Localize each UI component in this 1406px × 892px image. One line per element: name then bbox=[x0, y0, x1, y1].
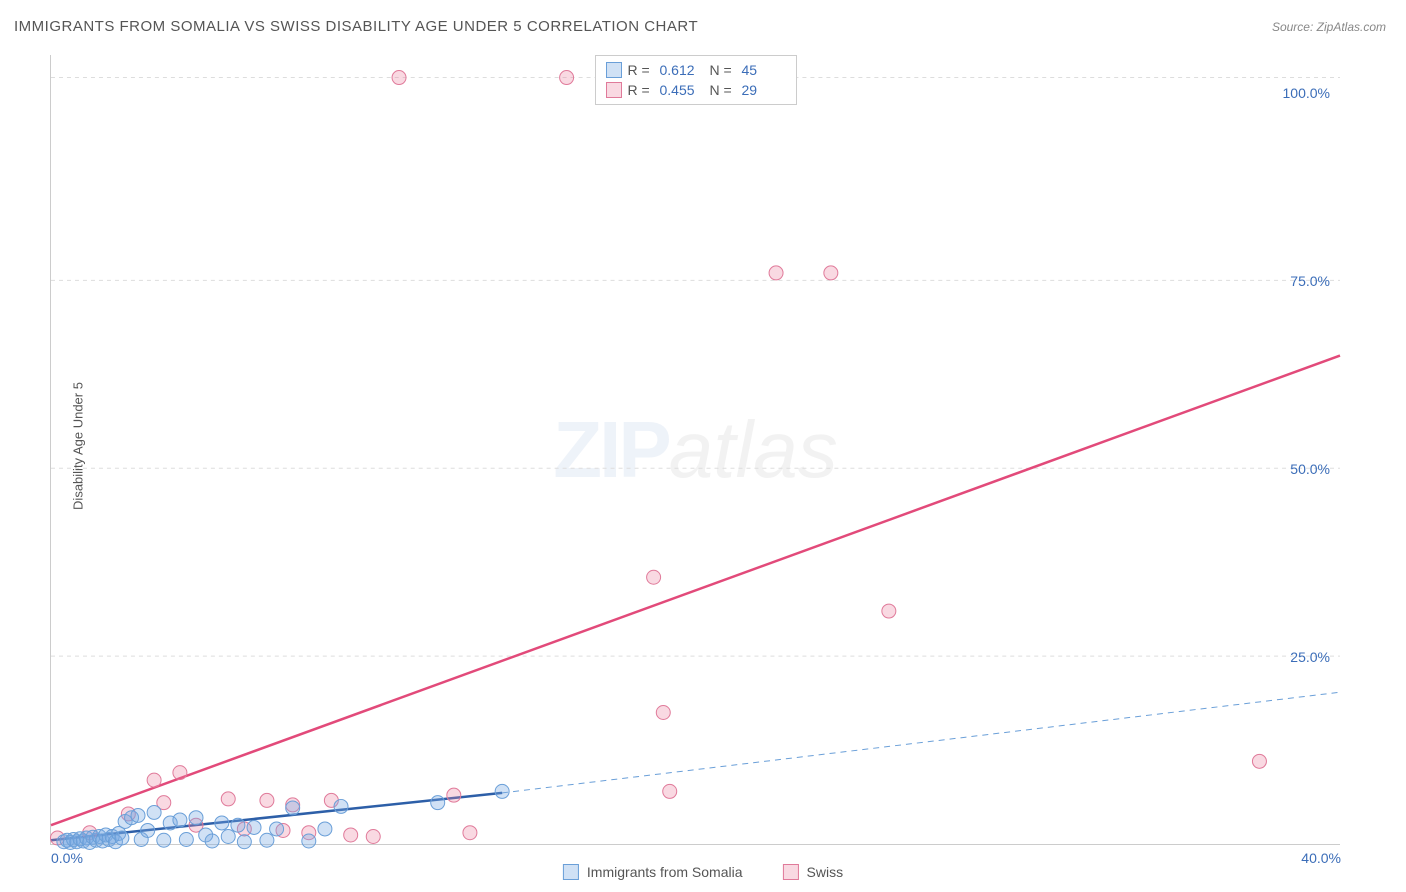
legend-label-series-1: Swiss bbox=[807, 864, 844, 880]
r-value-series-0: 0.612 bbox=[660, 62, 704, 78]
legend-item-series-1: Swiss bbox=[783, 864, 844, 880]
y-tick-label: 25.0% bbox=[1290, 649, 1330, 665]
stats-legend: R = 0.612 N = 45 R = 0.455 N = 29 bbox=[595, 55, 797, 105]
legend-item-series-0: Immigrants from Somalia bbox=[563, 864, 743, 880]
legend-swatch-series-0 bbox=[563, 864, 579, 880]
n-value-series-0: 45 bbox=[742, 62, 786, 78]
y-tick-label: 100.0% bbox=[1283, 85, 1330, 101]
x-tick-label: 0.0% bbox=[51, 850, 83, 866]
x-tick-label: 40.0% bbox=[1301, 850, 1341, 866]
r-value-series-1: 0.455 bbox=[660, 82, 704, 98]
swatch-series-1 bbox=[606, 82, 622, 98]
legend-swatch-series-1 bbox=[783, 864, 799, 880]
n-value-series-1: 29 bbox=[742, 82, 786, 98]
n-label: N = bbox=[710, 82, 736, 98]
r-label: R = bbox=[628, 62, 654, 78]
chart-svg bbox=[51, 55, 1340, 844]
stats-row-series-1: R = 0.455 N = 29 bbox=[606, 80, 786, 100]
y-tick-label: 50.0% bbox=[1290, 461, 1330, 477]
stats-row-series-0: R = 0.612 N = 45 bbox=[606, 60, 786, 80]
r-label: R = bbox=[628, 82, 654, 98]
plot-area: ZIPatlas R = 0.612 N = 45 R = 0.455 N = … bbox=[50, 55, 1340, 845]
chart-title: IMMIGRANTS FROM SOMALIA VS SWISS DISABIL… bbox=[14, 18, 698, 35]
source-attribution: Source: ZipAtlas.com bbox=[1272, 20, 1386, 34]
swatch-series-0 bbox=[606, 62, 622, 78]
y-tick-label: 75.0% bbox=[1290, 273, 1330, 289]
legend-label-series-0: Immigrants from Somalia bbox=[587, 864, 743, 880]
bottom-legend: Immigrants from Somalia Swiss bbox=[563, 864, 843, 880]
n-label: N = bbox=[710, 62, 736, 78]
